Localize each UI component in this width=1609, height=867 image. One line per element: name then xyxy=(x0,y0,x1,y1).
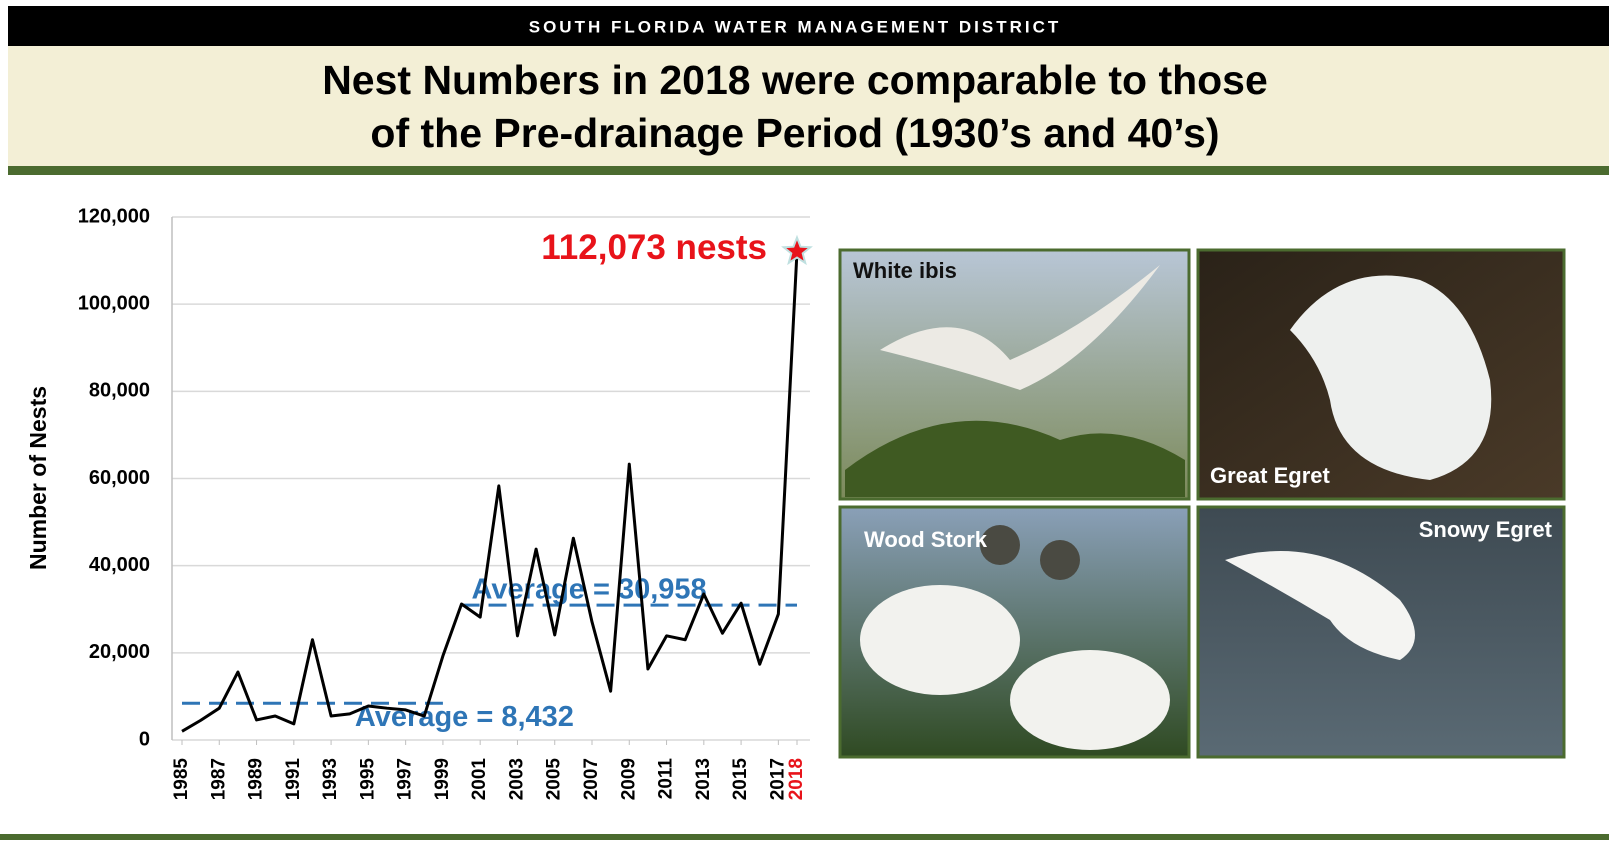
bird-shape xyxy=(1010,650,1170,750)
x-tick-label: 1993 xyxy=(320,758,341,800)
title: Nest Numbers in 2018 were comparable to … xyxy=(322,57,1268,103)
x-tick-label: 1995 xyxy=(357,758,378,801)
photo-grid: White ibis Great Egret Wood Stork Snowy … xyxy=(838,248,1566,759)
y-tick-label: 40,000 xyxy=(89,554,150,576)
bird-shape xyxy=(1290,275,1492,480)
org-name: SOUTH FLORIDA WATER MANAGEMENT DISTRICT xyxy=(529,17,1062,36)
footer-rule xyxy=(0,834,1609,840)
photo-label: Snowy Egret xyxy=(1419,517,1553,542)
bird-head xyxy=(980,525,1020,565)
y-tick-label: 80,000 xyxy=(89,380,150,402)
x-tick-label: 2017 xyxy=(767,758,788,800)
photo-label: Great Egret xyxy=(1210,463,1330,488)
title-band xyxy=(8,46,1609,166)
x-tick-label: 2013 xyxy=(693,758,714,800)
x-tick-label: 2005 xyxy=(544,758,565,801)
y-tick-label: 60,000 xyxy=(89,467,150,489)
y-tick-label: 0 xyxy=(139,728,150,750)
photo-label: White ibis xyxy=(853,258,957,283)
x-tick-label: 2007 xyxy=(581,758,602,800)
x-tick-label: 2015 xyxy=(730,758,751,801)
bird-shape xyxy=(1225,551,1415,660)
reference-label: Average = 30,958 xyxy=(472,574,707,606)
data-line xyxy=(181,251,799,733)
x-tick-label: 1991 xyxy=(283,758,304,801)
title: of the Pre-drainage Period (1930’s and 4… xyxy=(370,110,1219,156)
y-tick-label: 20,000 xyxy=(89,641,150,663)
foliage xyxy=(845,420,1185,497)
x-tick-label: 1987 xyxy=(208,758,229,800)
peak-marker xyxy=(781,234,813,266)
y-tick-label: 120,000 xyxy=(78,205,150,227)
x-tick-label: 2009 xyxy=(618,758,639,800)
bird-head xyxy=(1040,540,1080,580)
photo-label: Wood Stork xyxy=(864,527,988,552)
value-label: 112,073 nests xyxy=(541,228,767,267)
x-tick-label: 2018 xyxy=(786,758,807,800)
x-tick-label: 1997 xyxy=(395,758,416,800)
y-tick-label: 100,000 xyxy=(78,292,150,314)
header-bar xyxy=(8,6,1609,46)
y-axis-label: Number of Nests xyxy=(25,386,51,570)
x-tick-label: 1999 xyxy=(432,758,453,800)
bird-shape xyxy=(860,585,1020,695)
x-tick-label: 2011 xyxy=(656,758,677,800)
x-tick-label: 2003 xyxy=(506,758,527,800)
x-tick-label: 1985 xyxy=(171,758,192,801)
x-tick-label: 1989 xyxy=(246,758,267,800)
reference-label: Average = 8,432 xyxy=(355,701,574,733)
title-rule xyxy=(8,166,1609,175)
bird-shape xyxy=(880,265,1160,390)
x-tick-label: 2001 xyxy=(469,758,490,801)
